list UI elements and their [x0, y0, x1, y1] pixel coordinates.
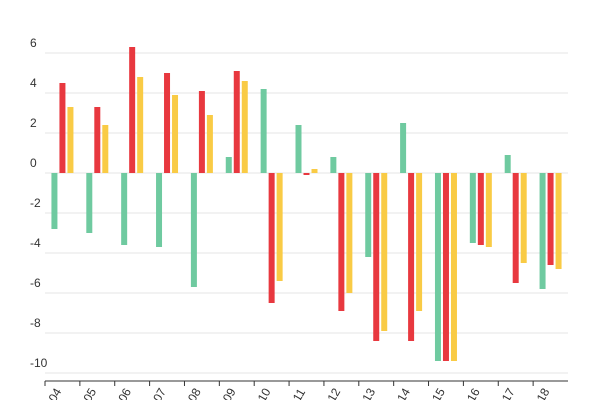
bar — [303, 173, 310, 175]
bar — [539, 173, 546, 289]
bar — [51, 173, 58, 229]
bar — [346, 173, 353, 293]
y-tick-label: 2 — [30, 116, 37, 130]
bar — [295, 125, 302, 173]
bar — [338, 173, 345, 311]
bar — [365, 173, 372, 257]
bar — [547, 173, 554, 265]
bar — [198, 91, 205, 173]
x-tick-label: 15 — [429, 385, 448, 400]
x-tick-label: 04 — [46, 385, 65, 400]
x-tick-label: 12 — [325, 385, 344, 400]
bar — [241, 81, 248, 173]
x-tick-label: 07 — [150, 385, 169, 400]
bar — [512, 173, 519, 283]
bar — [311, 169, 318, 173]
y-tick-label: -10 — [30, 356, 48, 370]
bar — [504, 155, 511, 173]
bar — [59, 83, 66, 173]
bar — [416, 173, 423, 311]
bar — [206, 115, 213, 173]
bar — [276, 173, 283, 281]
x-tick-label: 13 — [359, 385, 378, 400]
bar — [381, 173, 388, 331]
y-tick-label: 6 — [30, 36, 37, 50]
bar — [485, 173, 492, 247]
bar — [225, 157, 232, 173]
bar — [408, 173, 415, 341]
bar — [520, 173, 527, 263]
bar — [233, 71, 240, 173]
bar — [156, 173, 163, 247]
x-tick-label: 11 — [290, 386, 309, 400]
y-tick-label: -6 — [30, 276, 41, 290]
x-tick-label: 08 — [185, 385, 204, 400]
bar — [121, 173, 128, 245]
bar — [94, 107, 101, 173]
y-tick-label: -8 — [30, 316, 41, 330]
x-tick-label: 17 — [499, 385, 518, 400]
y-tick-label: -2 — [30, 196, 41, 210]
bar — [469, 173, 476, 243]
bar — [86, 173, 93, 233]
x-tick-label: 10 — [255, 385, 274, 400]
bar — [67, 107, 74, 173]
bar — [450, 173, 457, 361]
bar — [400, 123, 407, 173]
bar — [434, 173, 441, 361]
bar — [268, 173, 275, 303]
x-tick-label: 16 — [464, 385, 483, 400]
bar — [330, 157, 337, 173]
y-tick-label: 4 — [30, 76, 37, 90]
y-tick-label: -4 — [30, 236, 41, 250]
bar — [373, 173, 380, 341]
y-tick-label: 0 — [30, 156, 37, 170]
x-tick-label: 14 — [394, 385, 413, 400]
bar — [164, 73, 171, 173]
x-tick-label: 09 — [220, 385, 239, 400]
x-tick-label: 18 — [534, 385, 553, 400]
bar — [137, 77, 144, 173]
bar — [129, 47, 136, 173]
bar — [172, 95, 179, 173]
bar — [477, 173, 484, 245]
x-tick-label: 05 — [80, 385, 99, 400]
bar — [555, 173, 562, 269]
bar — [442, 173, 449, 361]
bar — [190, 173, 197, 287]
x-tick-label: 06 — [115, 385, 134, 400]
bar — [260, 89, 267, 173]
bar — [102, 125, 109, 173]
